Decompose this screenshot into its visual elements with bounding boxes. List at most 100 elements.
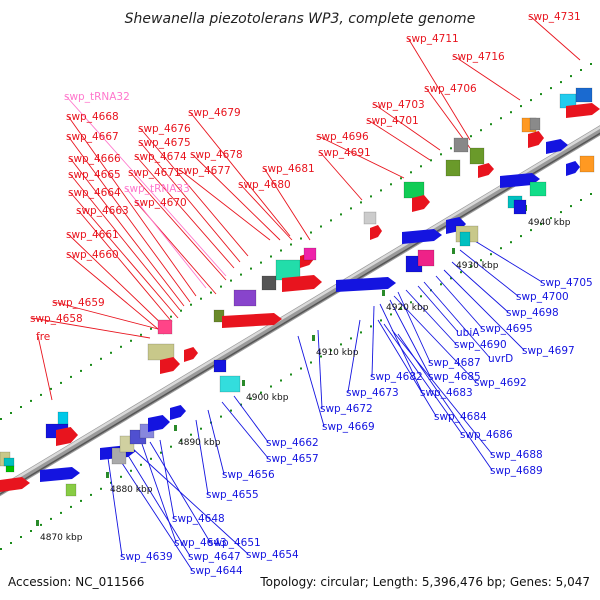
gene-label-forward: swp_4659 [52, 297, 105, 309]
gene-arrow [412, 195, 430, 212]
ring-dot [510, 111, 512, 114]
ring-dot [310, 361, 312, 364]
gene-box [469, 147, 485, 165]
ring-dot [360, 331, 362, 334]
gene-label-reverse: swp_4647 [188, 551, 241, 563]
leader-line [393, 295, 477, 383]
ring-dot [570, 75, 572, 78]
ring-dot [50, 387, 52, 390]
ring-dot [420, 295, 422, 298]
gene-label-forward: swp_4681 [262, 163, 315, 175]
gene-label-reverse: swp_4695 [480, 323, 533, 335]
gene-label-reverse: swp_4656 [222, 469, 275, 481]
ring-dot [480, 259, 482, 262]
gene-label-reverse: swp_4651 [208, 537, 261, 549]
gene-label-forward: swp_4667 [66, 131, 119, 143]
leader-line [69, 173, 181, 311]
gene-label-forward: swp_4676 [138, 123, 191, 135]
leader-line [221, 401, 269, 459]
leader-line [319, 151, 363, 201]
gene-arrow [446, 217, 466, 234]
gene-box [65, 483, 77, 497]
leader-line [135, 155, 235, 269]
ring-dot [300, 237, 302, 240]
leader-line [65, 95, 227, 277]
leader-line [347, 319, 361, 393]
map-title: Shewanella piezotolerans WP3, complete g… [125, 11, 476, 27]
ring-dot [580, 199, 582, 201]
ring-dot [430, 159, 432, 162]
scale-label: 4870 kbp [40, 533, 83, 543]
gene-box [57, 411, 69, 425]
gene-label-forward: swp_4670 [134, 197, 187, 209]
ring-dot [580, 69, 582, 71]
ring-dot [300, 367, 302, 370]
gene-box [529, 117, 541, 131]
leader-line [529, 15, 581, 61]
gene-box [213, 359, 227, 373]
ring-dot [270, 385, 272, 388]
gene-label-reverse: swp_4669 [322, 421, 375, 433]
ring-dot [330, 349, 332, 352]
gene-label-reverse: swp_4644 [190, 565, 243, 577]
scale-label: 4910 kbp [316, 348, 359, 358]
ring-dot [460, 271, 462, 274]
ring-dot [520, 235, 522, 238]
leader-line [391, 329, 493, 455]
leader-line [37, 335, 53, 401]
ring-dot [240, 403, 242, 406]
gene-label-reverse: swp_4655 [206, 489, 259, 501]
ring-dot [530, 99, 532, 102]
gene-box [513, 199, 527, 215]
ring-dot [250, 397, 252, 400]
gene-label-forward: swp_4731 [528, 11, 581, 23]
gene-label-forward: swp_4677 [178, 165, 231, 177]
gene-arrow [566, 161, 580, 176]
gene-box [157, 319, 173, 335]
ring-dot [120, 475, 122, 478]
ring-dot [100, 357, 102, 360]
ring-dot [200, 427, 202, 430]
scale-tick [106, 472, 109, 478]
gene-label-reverse: swp_4673 [346, 387, 399, 399]
ring-dot [490, 123, 492, 126]
gene-arrow [528, 131, 544, 148]
leader-line [131, 447, 249, 555]
scale-tick [452, 248, 455, 254]
ring-dot [150, 327, 152, 330]
gene-box [575, 87, 593, 103]
gene-arrow [0, 477, 30, 492]
ring-dot [470, 135, 472, 138]
ring-dot [10, 542, 12, 544]
ring-dot [500, 117, 502, 120]
ring-dot [370, 325, 372, 328]
leader-line [139, 127, 249, 257]
ring-dot [80, 499, 82, 502]
ring-dot [570, 205, 572, 208]
leader-line [367, 119, 431, 161]
ring-dot [60, 381, 62, 384]
ring-dot [350, 337, 352, 340]
leader-line [107, 457, 123, 557]
gene-arrow [222, 313, 282, 328]
ring-dot [470, 265, 472, 268]
gene-arrow [282, 275, 322, 292]
leader-line [69, 191, 179, 319]
ring-dot [180, 309, 182, 312]
leader-line [453, 55, 521, 101]
gene-label-reverse: swp_4705 [540, 277, 593, 289]
ring-dot [110, 481, 112, 484]
leader-line [407, 37, 471, 141]
gene-label-forward: swp_4679 [188, 107, 241, 119]
gene-box [445, 159, 461, 177]
ring-dot [250, 267, 252, 270]
gene-box [453, 137, 469, 153]
gene-label-forward: swp_4665 [68, 169, 121, 181]
gene-label-forward: swp_4716 [452, 51, 505, 63]
ring-dot [280, 379, 282, 382]
dotted-rings [0, 63, 592, 550]
scale-tick [382, 290, 385, 296]
gene-label-reverse: uvrD [488, 353, 513, 365]
ring-dot [400, 177, 402, 180]
leader-line [423, 281, 491, 359]
